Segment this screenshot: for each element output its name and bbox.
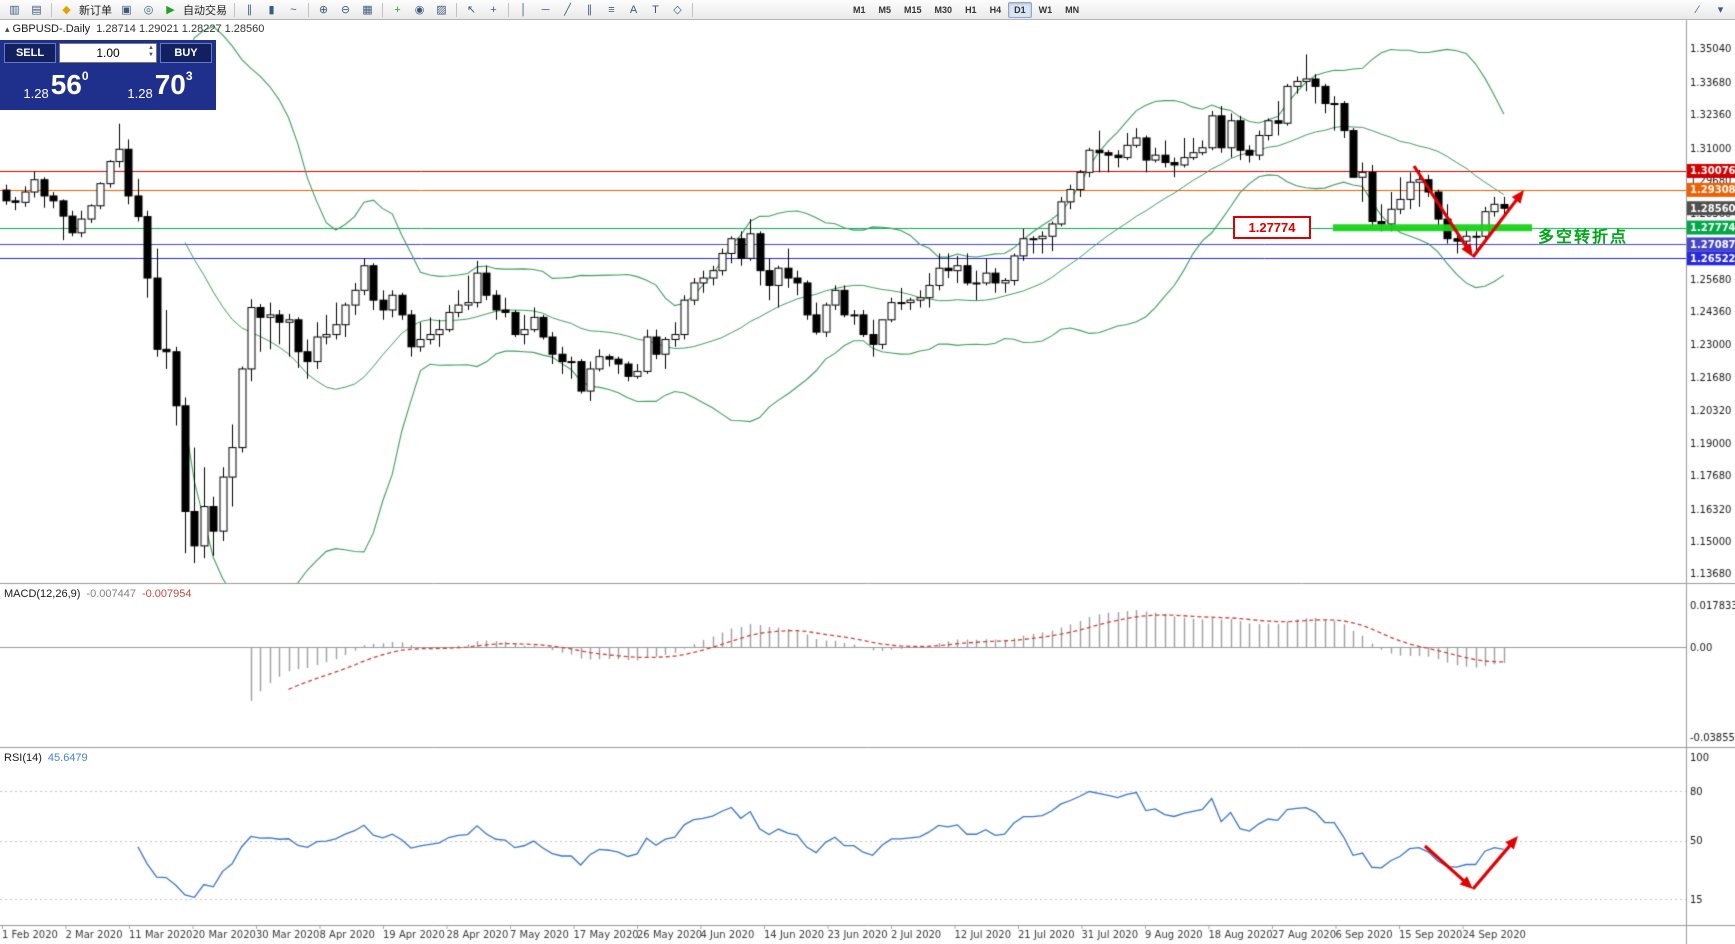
channel-icon[interactable]: ∥ <box>586 4 593 16</box>
new-chart-icon[interactable]: ▥ <box>9 4 20 16</box>
candlestick-chart-icon[interactable]: ▮ <box>268 4 275 16</box>
rsi-value: 45.6479 <box>47 752 88 764</box>
support-price-callout: 1.27774 <box>1233 216 1311 239</box>
chart-title: ▴ GBPUSD-.Daily 1.28714 1.29021 1.28227 1.… <box>5 23 264 35</box>
panel-list-icon[interactable]: ▾ <box>1717 4 1724 16</box>
zoom-in-icon[interactable]: ⊕ <box>318 4 329 16</box>
ohlc-values: 1.28714 1.29021 1.28227 1.28560 <box>96 23 265 35</box>
timeframe-m1[interactable]: M1 <box>853 4 866 15</box>
rsi-name: RSI(14) <box>4 752 42 764</box>
toolbar-separator <box>234 2 235 17</box>
toolbar-separator <box>51 2 52 17</box>
timeframe-h4[interactable]: H4 <box>989 4 1002 15</box>
new-order-button-label[interactable]: 新订单 <box>79 4 112 17</box>
bid-prefix: 1.28 <box>23 86 49 101</box>
shapes-icon[interactable]: ◇ <box>673 4 682 16</box>
templates-icon[interactable]: ▨ <box>436 4 447 16</box>
quick-edit-icon[interactable]: ∕ <box>1696 3 1699 16</box>
ask-price[interactable]: 1.28 70 3 <box>108 63 212 107</box>
macd-signal-value: -0.007954 <box>141 588 192 600</box>
trendline-icon[interactable]: ╱ <box>564 4 571 16</box>
timeframe-m15[interactable]: M15 <box>904 4 922 15</box>
turning-point-annotation: 多空转折点 <box>1538 229 1629 246</box>
toolbar: ▥ ▤ ◆ 新订单 ▣ ◎ ▶ 自动交易 ∥ ▮ ~ ⊕ ⊖ ▦ + ◉ ▨ ↖ + │ ─ ╱ ∥ ≡ A T ◇ M1 M5 M15 M… <box>0 0 1735 20</box>
navigator-icon[interactable]: ◉ <box>414 4 425 16</box>
timeframe-switcher: M1 M5 M15 M30 H1 H4 D1 W1 MN <box>847 1 1085 18</box>
volume-down-icon[interactable]: ▼ <box>148 52 154 58</box>
auto-trading-button-label[interactable]: 自动交易 <box>183 4 227 17</box>
macd-indicator-label: MACD(12,26,9) -0.007447 -0.007954 <box>4 588 192 600</box>
data-window-icon[interactable]: ◎ <box>143 4 154 16</box>
chart-profiles-icon[interactable]: ▤ <box>31 4 42 16</box>
text-icon[interactable]: A <box>629 3 638 16</box>
rsi-indicator-label: RSI(14) 45.6479 <box>4 752 88 764</box>
timeframe-w1[interactable]: W1 <box>1038 4 1053 15</box>
vertical-line-icon[interactable]: │ <box>520 3 527 16</box>
bar-chart-icon[interactable]: ∥ <box>246 4 253 16</box>
timeframe-mn[interactable]: MN <box>1065 4 1080 15</box>
symbol-name: GBPUSD-.Daily <box>12 23 91 35</box>
buy-button[interactable]: BUY <box>160 43 212 63</box>
toolbar-separator <box>456 2 457 17</box>
timeframe-m5[interactable]: M5 <box>878 4 892 15</box>
label-icon[interactable]: T <box>652 3 659 16</box>
market-watch-icon[interactable]: ▣ <box>121 4 132 16</box>
indicators-icon[interactable]: + <box>394 3 401 16</box>
bid-price[interactable]: 1.28 56 0 <box>4 63 108 107</box>
fibonacci-icon[interactable]: ≡ <box>608 3 615 16</box>
toolbar-separator <box>308 2 309 17</box>
volume-value: 1.00 <box>96 46 120 60</box>
auto-trading-button[interactable]: ▶ <box>166 4 175 16</box>
timeframe-d1[interactable]: D1 <box>1008 1 1032 18</box>
toolbar-right-icons: ∕ ▾ <box>1687 1 1731 19</box>
bid-pip-digit: 0 <box>81 69 89 83</box>
volume-up-icon[interactable]: ▲ <box>148 45 154 51</box>
crosshair-icon[interactable]: + <box>490 3 497 16</box>
toolbar-separator <box>508 2 509 17</box>
sell-button[interactable]: SELL <box>4 43 56 63</box>
cursor-icon[interactable]: ↖ <box>466 4 477 16</box>
panel-collapse-icon[interactable]: ▴ <box>5 24 10 34</box>
new-order-button[interactable]: ◆ <box>62 4 71 16</box>
volume-input[interactable]: 1.00 ▲ ▼ <box>59 43 157 63</box>
ask-prefix: 1.28 <box>127 86 153 101</box>
toolbar-separator <box>382 2 383 17</box>
macd-name: MACD(12,26,9) <box>4 588 81 600</box>
line-chart-icon[interactable]: ~ <box>290 3 297 16</box>
timeframe-h1[interactable]: H1 <box>965 4 977 15</box>
tile-windows-icon[interactable]: ▦ <box>362 4 373 16</box>
ask-big-digits: 70 <box>154 69 186 100</box>
macd-main-value: -0.007447 <box>86 588 136 600</box>
bid-big-digits: 56 <box>50 69 82 100</box>
timeframe-m30[interactable]: M30 <box>934 4 953 15</box>
zoom-out-icon[interactable]: ⊖ <box>340 4 351 16</box>
one-click-trade-panel: SELL 1.00 ▲ ▼ BUY 1.28 56 0 1.28 70 3 <box>0 40 216 110</box>
ask-pip-digit: 3 <box>185 69 193 83</box>
horizontal-line-icon[interactable]: ─ <box>541 3 550 16</box>
toolbar-separator <box>692 2 693 17</box>
